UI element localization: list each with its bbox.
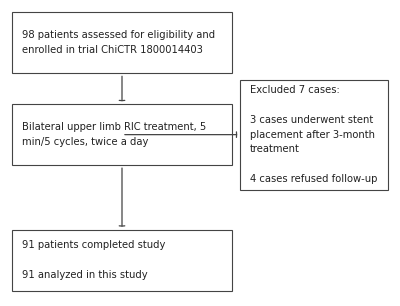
FancyBboxPatch shape	[12, 104, 232, 165]
Text: 91 patients completed study

91 analyzed in this study: 91 patients completed study 91 analyzed …	[22, 240, 165, 280]
Text: Excluded 7 cases:

3 cases underwent stent
placement after 3-month
treatment

4 : Excluded 7 cases: 3 cases underwent sten…	[250, 85, 377, 184]
FancyBboxPatch shape	[240, 80, 388, 190]
Text: 98 patients assessed for eligibility and
enrolled in trial ChiCTR 1800014403: 98 patients assessed for eligibility and…	[22, 30, 215, 55]
Text: Bilateral upper limb RIC treatment, 5
min/5 cycles, twice a day: Bilateral upper limb RIC treatment, 5 mi…	[22, 122, 206, 147]
FancyBboxPatch shape	[12, 230, 232, 291]
FancyBboxPatch shape	[12, 12, 232, 73]
